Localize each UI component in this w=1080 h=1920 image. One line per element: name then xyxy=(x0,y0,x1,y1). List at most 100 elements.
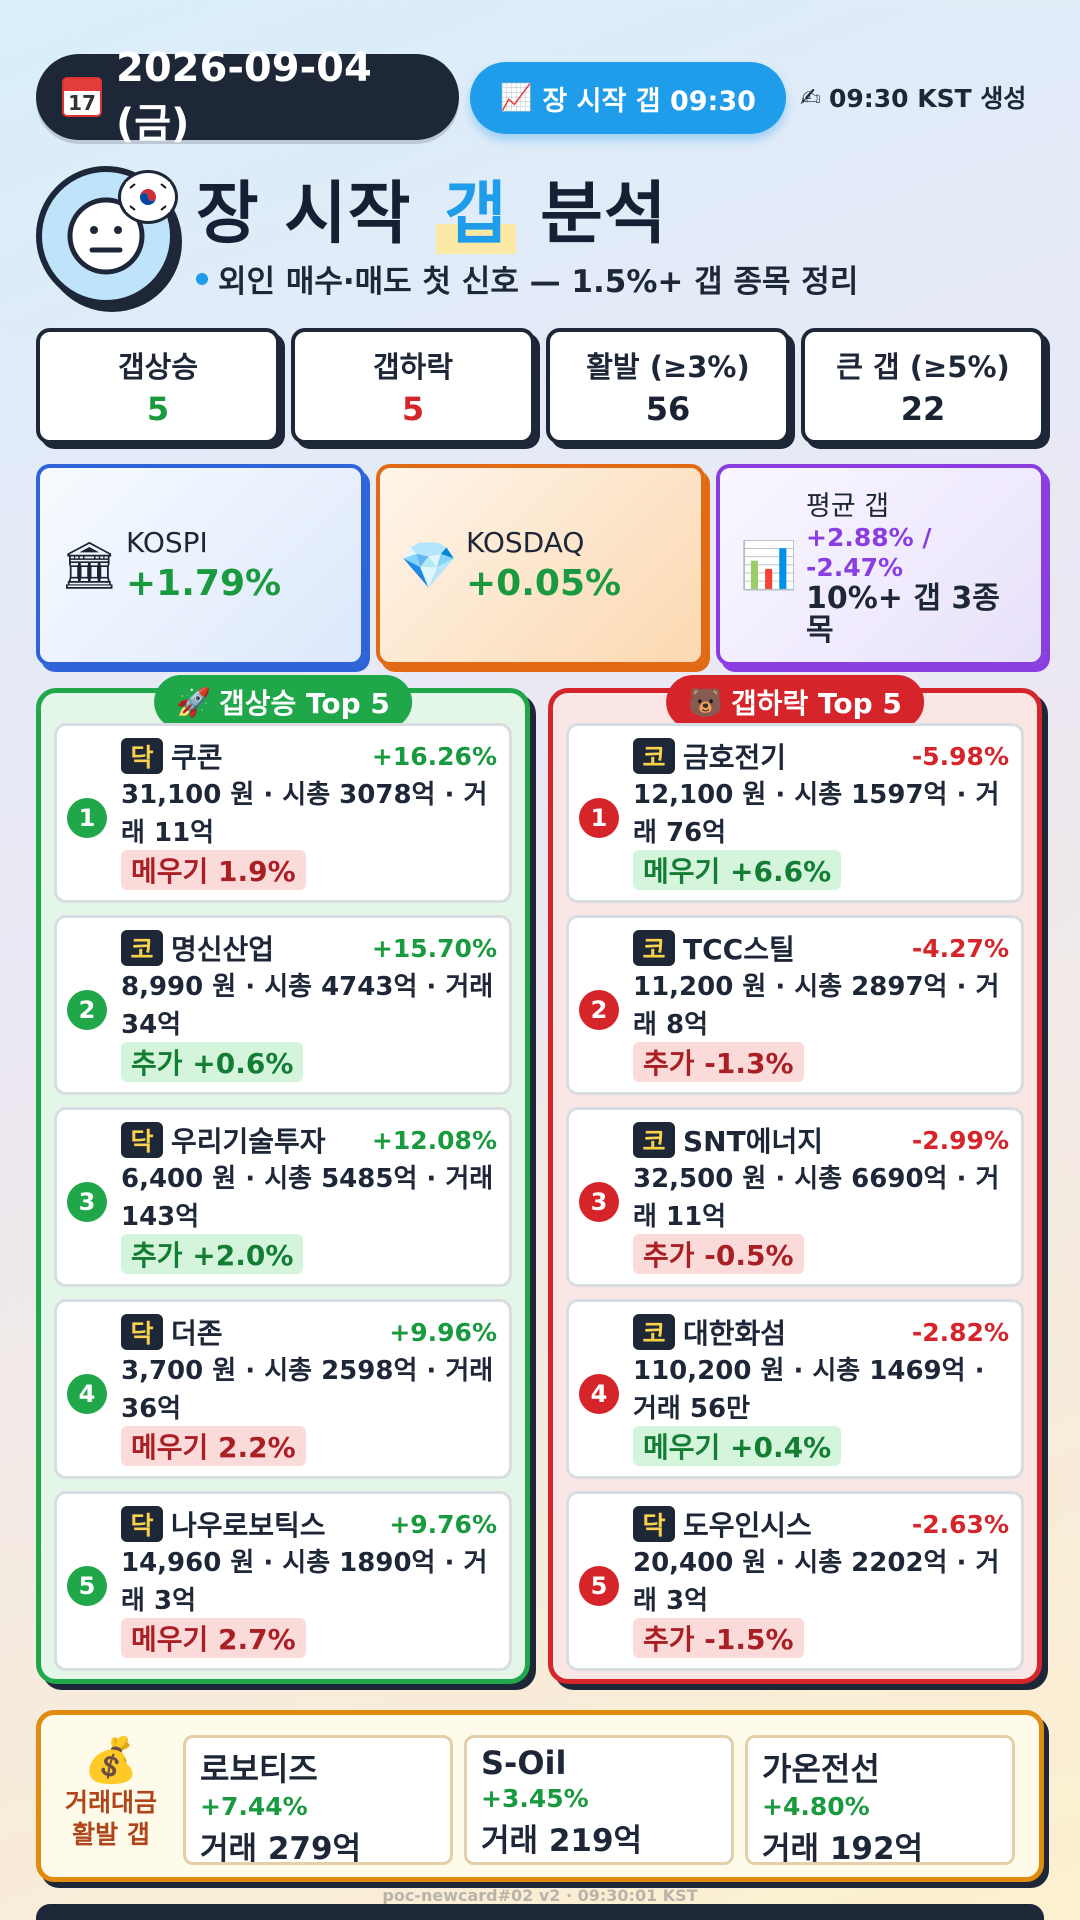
stats-row: 갭상승 5 갭하락 5 활발 (≥3%) 56 큰 갭 (≥5%) 22 xyxy=(36,328,1046,446)
volume-item: 가온전선 +4.80% 거래 192억 xyxy=(745,1735,1015,1867)
stock-name: 나우로보틱스 xyxy=(171,1509,326,1542)
market-badge: 코 xyxy=(633,738,675,774)
stock-name: 더존 xyxy=(171,1317,223,1350)
stat-big-gap: 큰 갭 (≥5%) 22 xyxy=(801,328,1045,444)
bank-icon: 🏛 xyxy=(60,537,119,592)
gap-percent: +9.96% xyxy=(389,1317,497,1347)
stock-detail: 20,400 원 · 시총 2202억 · 거래 3억 xyxy=(633,1548,1000,1616)
gap-down-panel: 🐻 갭하락 Top 5 1 코 금호전기 -5.98% 12,100 원 · 시총 15… xyxy=(548,675,1042,1684)
stock-name: 도우인시스 xyxy=(683,1509,812,1542)
rank-badge: 2 xyxy=(579,990,619,1030)
fill-badge: 추가 -0.5% xyxy=(633,1234,804,1274)
rank-badge: 3 xyxy=(579,1182,619,1222)
fill-badge: 추가 +0.6% xyxy=(121,1042,304,1082)
stock-detail: 11,200 원 · 시총 2897억 · 거래 8억 xyxy=(633,972,1000,1040)
gap-up-panel: 🚀 갭상승 Top 5 1 닥 쿠콘 +16.26% 31,100 원 · 시총 307… xyxy=(36,675,530,1684)
stock-card: 5 닥 나우로보틱스 +9.76% 14,960 원 · 시총 1890억 · 거래 3… xyxy=(54,1491,512,1671)
volume-label: 💰 거래대금 활발 갭 xyxy=(55,1735,167,1851)
volume-item: S-Oil +3.45% 거래 219억 xyxy=(464,1735,734,1865)
gap-time-text: 장 시작 갭 09:30 xyxy=(542,85,756,117)
page-subtitle: 외인 매수·매도 첫 신호 — 1.5%+ 갭 종목 정리 xyxy=(196,256,858,301)
volume-item: 로보티즈 +7.44% 거래 279억 xyxy=(183,1735,453,1867)
gap-percent: -2.63% xyxy=(911,1509,1009,1539)
stat-active: 활발 (≥3%) 56 xyxy=(546,328,790,444)
rank-badge: 5 xyxy=(67,1566,107,1606)
kospi-card: 🏛 KOSPI +1.79% xyxy=(36,464,365,666)
gap-percent: -4.27% xyxy=(911,933,1009,963)
gap-percent: +12.08% xyxy=(371,1125,497,1155)
page-title: 장 시작 갭 분석 xyxy=(196,175,668,254)
gap-time-pill: 📈 장 시작 갭 09:30 xyxy=(470,62,786,134)
market-badge: 닥 xyxy=(121,1122,163,1158)
stock-name: 금호전기 xyxy=(683,741,787,774)
rank-badge: 4 xyxy=(67,1374,107,1414)
gap-percent: -5.98% xyxy=(911,741,1009,771)
stock-card: 3 코 SNT에너지 -2.99% 32,500 원 · 시총 6690억 · 거래 1… xyxy=(566,1107,1024,1287)
stock-name: 우리기술투자 xyxy=(171,1125,326,1158)
gap-percent: +16.26% xyxy=(371,741,497,771)
bear-icon: 🐻 xyxy=(688,685,723,719)
volume-panel: 💰 거래대금 활발 갭 로보티즈 +7.44% 거래 279억 S-Oil +3… xyxy=(36,1710,1044,1882)
rank-badge: 5 xyxy=(579,1566,619,1606)
stock-card: 4 코 대한화섬 -2.82% 110,200 원 · 시총 1469억 · 거래 56… xyxy=(566,1299,1024,1479)
gap-percent: -2.99% xyxy=(911,1125,1009,1155)
average-gap-card: 📊 평균 갭 +2.88% / -2.47% 10%+ 갭 3종목 xyxy=(716,464,1045,666)
stock-card: 4 닥 더존 +9.96% 3,700 원 · 시총 2598억 · 거래 36억 메우기… xyxy=(54,1299,512,1479)
market-badge: 코 xyxy=(121,930,163,966)
market-badge: 닥 xyxy=(633,1506,675,1542)
stock-card: 1 닥 쿠콘 +16.26% 31,100 원 · 시총 3078억 · 거래 11억 메… xyxy=(54,723,512,903)
fill-badge: 메우기 2.2% xyxy=(121,1426,306,1466)
market-badge: 코 xyxy=(633,930,675,966)
market-badge: 닥 xyxy=(121,1314,163,1350)
stock-card: 2 코 TCC스틸 -4.27% 11,200 원 · 시총 2897억 · 거래 8억… xyxy=(566,915,1024,1095)
gem-icon: 💎 xyxy=(400,537,458,592)
footer-version: poc-newcard#02 v2 · 09:30:01 KST xyxy=(382,1886,698,1905)
rank-badge: 1 xyxy=(579,798,619,838)
stock-name: 대한화섬 xyxy=(683,1317,787,1350)
gap-percent: -2.82% xyxy=(911,1317,1009,1347)
rank-badge: 4 xyxy=(579,1374,619,1414)
stock-name: 쿠콘 xyxy=(171,741,223,774)
neutral-face-icon xyxy=(67,197,145,275)
rank-badge: 3 xyxy=(67,1182,107,1222)
gap-down-title: 🐻 갭하락 Top 5 xyxy=(666,675,924,729)
fill-badge: 추가 +2.0% xyxy=(121,1234,304,1274)
stock-detail: 6,400 원 · 시총 5485억 · 거래 143억 xyxy=(121,1164,494,1232)
stock-detail: 12,100 원 · 시총 1597억 · 거래 76억 xyxy=(633,780,1000,848)
fill-badge: 추가 -1.5% xyxy=(633,1618,804,1658)
stock-detail: 8,990 원 · 시총 4743억 · 거래 34억 xyxy=(121,972,494,1040)
fill-badge: 메우기 2.7% xyxy=(121,1618,306,1658)
gap-up-title: 🚀 갭상승 Top 5 xyxy=(154,675,412,729)
fill-badge: 추가 -1.3% xyxy=(633,1042,804,1082)
rocket-icon: 🚀 xyxy=(176,685,211,719)
kosdaq-card: 💎 KOSDAQ +0.05% xyxy=(376,464,705,666)
fill-badge: 메우기 +0.4% xyxy=(633,1426,842,1466)
market-badge: 닥 xyxy=(121,738,163,774)
money-bag-icon: 💰 xyxy=(83,1735,139,1786)
stock-detail: 31,100 원 · 시총 3078억 · 거래 11억 xyxy=(121,780,488,848)
stock-name: 명신산업 xyxy=(171,933,275,966)
bar-chart-icon: 📊 xyxy=(740,537,798,592)
market-badge: 닥 xyxy=(121,1506,163,1542)
date-text: 2026-09-04 (금) xyxy=(115,45,372,147)
stock-detail: 3,700 원 · 시총 2598억 · 거래 36억 xyxy=(121,1356,494,1424)
writing-hand-icon: ✍ xyxy=(800,82,821,112)
stock-name: TCC스틸 xyxy=(683,933,795,966)
stat-gap-up: 갭상승 5 xyxy=(36,328,280,444)
chart-up-icon: 📈 xyxy=(500,83,533,113)
market-badge: 코 xyxy=(633,1314,675,1350)
gap-percent: +15.70% xyxy=(371,933,497,963)
stat-gap-down: 갭하락 5 xyxy=(291,328,535,444)
stock-card: 5 닥 도우인시스 -2.63% 20,400 원 · 시총 2202억 · 거래 3억… xyxy=(566,1491,1024,1671)
bullet-dot-icon xyxy=(196,272,208,285)
rank-badge: 2 xyxy=(67,990,107,1030)
date-pill: 17 2026-09-04 (금) xyxy=(36,45,459,147)
generated-time: ✍ 09:30 KST 생성 xyxy=(800,82,1027,114)
korea-flag-icon xyxy=(118,170,178,224)
stock-card: 1 코 금호전기 -5.98% 12,100 원 · 시총 1597억 · 거래 76억… xyxy=(566,723,1024,903)
rank-badge: 1 xyxy=(67,798,107,838)
gap-percent: +9.76% xyxy=(389,1509,497,1539)
stock-card: 2 코 명신산업 +15.70% 8,990 원 · 시총 4743억 · 거래 34억… xyxy=(54,915,512,1095)
fill-badge: 메우기 +6.6% xyxy=(633,850,842,890)
stock-detail: 14,960 원 · 시총 1890억 · 거래 3억 xyxy=(121,1548,488,1616)
